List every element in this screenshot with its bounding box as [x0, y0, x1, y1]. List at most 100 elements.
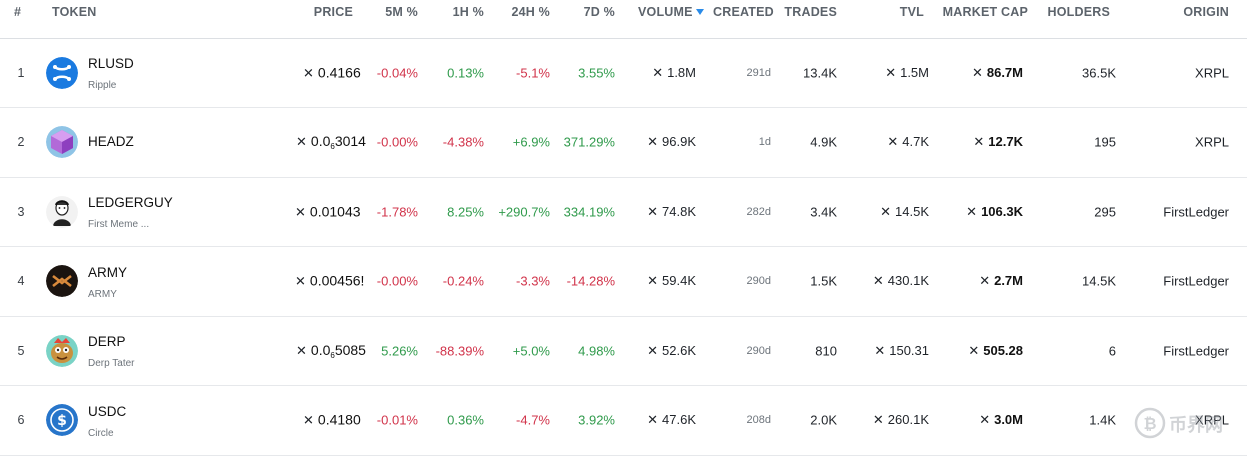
table-row[interactable]: 5 DERP Derp Tater ✕ 0.065085 5.26% -88.39% +5.0…: [0, 316, 1247, 386]
token-subtitle: Ripple: [88, 80, 117, 91]
xrp-x-icon: ✕: [979, 412, 991, 427]
row-rank: 4: [17, 274, 25, 288]
header-holders[interactable]: HOLDERS: [1047, 5, 1110, 19]
army-logo-icon: [46, 265, 78, 297]
header-7d[interactable]: 7D %: [583, 5, 615, 19]
table-row[interactable]: 1 RLUSD Ripple ✕ 0.4166 -0.04% 0.13% -5.1% 3.55%…: [0, 38, 1247, 108]
volume-value: 1.8M: [667, 64, 696, 80]
token-name[interactable]: RLUSD: [88, 56, 134, 71]
token-price: ✕ 0.00456!: [295, 273, 364, 290]
header-24h[interactable]: 24H %: [511, 5, 550, 19]
created-cell: 290d: [746, 344, 771, 357]
xrp-x-icon: ✕: [652, 64, 664, 80]
header-created[interactable]: CREATED: [713, 5, 774, 19]
row-rank: 1: [17, 65, 25, 80]
price-value: 0.4180: [317, 411, 361, 428]
table-header: # TOKEN PRICE 5M % 1H % 24H % 7D % VOLUM…: [0, 0, 1247, 39]
ripple-logo-icon: [46, 56, 78, 89]
xrp-x-icon: ✕: [647, 203, 659, 219]
table-row[interactable]: 3 LEDGERGUY First Meme ... ✕ 0.01043 -1.78% 8.…: [0, 177, 1247, 247]
token-price: ✕ 0.4166: [303, 64, 361, 81]
origin-cell: XRPL: [1195, 412, 1229, 428]
change-d7: 371.29%: [563, 134, 615, 150]
created-cell: 1d: [758, 136, 771, 148]
tvl-cell: ✕ 1.5M: [885, 65, 929, 81]
header-trades[interactable]: TRADES: [784, 5, 837, 19]
tvl-cell: ✕ 150.31: [874, 343, 929, 359]
row-rank: 3: [17, 204, 25, 219]
header-5m[interactable]: 5M %: [385, 5, 418, 19]
row-rank: 6: [17, 413, 25, 427]
change-d7: 334.19%: [563, 204, 615, 219]
market-cap-cell: ✕ 2.7M: [979, 273, 1023, 289]
xrp-x-icon: ✕: [296, 342, 307, 358]
price-value: 0.0: [310, 341, 331, 358]
market-cap-value: 3.0M: [994, 412, 1023, 427]
change-m5: -0.01%: [376, 412, 418, 428]
volume-cell: ✕ 1.8M: [652, 65, 696, 81]
market-cap-value: 505.28: [983, 342, 1023, 358]
xrp-x-icon: ✕: [968, 342, 980, 358]
holders-cell: 195: [1094, 134, 1116, 150]
price-value: 0.00456!: [309, 272, 365, 289]
trades-cell: 4.9K: [810, 134, 837, 150]
header-market-cap[interactable]: MARKET CAP: [942, 5, 1028, 19]
market-cap-cell: ✕ 12.7K: [973, 134, 1023, 150]
tvl-cell: ✕ 14.5K: [880, 204, 929, 220]
table-row[interactable]: 4 ARMY ARMY ✕ 0.00456! -0.00% -0.24% -3.3% -14.2…: [0, 247, 1247, 317]
token-name[interactable]: HEADZ: [88, 133, 134, 149]
holders-cell: 36.5K: [1082, 65, 1116, 80]
tvl-cell: ✕ 4.7K: [887, 134, 929, 150]
header-token[interactable]: TOKEN: [52, 5, 97, 19]
header-origin[interactable]: ORIGIN: [1183, 5, 1229, 19]
tvl-value: 14.5K: [895, 203, 929, 219]
xrp-x-icon: ✕: [647, 134, 659, 149]
market-cap-value: 12.7K: [988, 134, 1023, 149]
market-cap-value: 86.7M: [986, 64, 1023, 80]
token-name[interactable]: ARMY: [88, 264, 128, 280]
token-subtitle: ARMY: [88, 288, 117, 300]
change-m5: -0.00%: [376, 134, 418, 150]
change-h24: +290.7%: [498, 204, 550, 219]
volume-cell: ✕ 52.6K: [647, 343, 696, 359]
price-digits: 3014: [334, 133, 366, 149]
header-volume[interactable]: VOLUME: [638, 5, 704, 19]
market-cap-cell: ✕ 106.3K: [966, 204, 1023, 220]
xrp-x-icon: ✕: [979, 273, 991, 288]
watermark-logo-icon: ₿ 币界网: [1134, 407, 1223, 439]
xrp-x-icon: ✕: [971, 64, 983, 80]
header-price[interactable]: PRICE: [313, 5, 353, 19]
created-cell: 208d: [746, 414, 771, 426]
price-value: 0.4166: [317, 64, 361, 80]
change-h1: -0.24%: [442, 273, 484, 289]
volume-value: 52.6K: [662, 342, 696, 358]
svg-text:₿: ₿: [1143, 414, 1156, 433]
header-tvl[interactable]: TVL: [899, 5, 924, 19]
derp-tater-icon: [46, 334, 78, 367]
header-rank: #: [14, 5, 22, 19]
header-volume-label: VOLUME: [638, 5, 693, 19]
token-name[interactable]: LEDGERGUY: [88, 195, 173, 210]
volume-value: 74.8K: [662, 203, 696, 219]
tvl-value: 1.5M: [900, 64, 929, 80]
change-h1: 0.13%: [447, 65, 484, 80]
table-row[interactable]: 2 HEADZ ✕ 0.063014 -0.00% -4.38% +6.9% 371.29% ✕…: [0, 108, 1247, 178]
origin-cell: FirstLedger: [1163, 343, 1229, 358]
usdc-logo-icon: $: [46, 404, 78, 436]
origin-cell: FirstLedger: [1163, 204, 1229, 219]
tvl-value: 4.7K: [902, 134, 929, 149]
token-name[interactable]: DERP: [88, 334, 126, 349]
token-name[interactable]: USDC: [88, 403, 127, 419]
table-row[interactable]: 6 $ USDC Circle ✕ 0.4180 -0.01% 0.36% -4.7% 3.92%…: [0, 386, 1247, 456]
change-h1: -4.38%: [442, 134, 484, 150]
token-subtitle: Circle: [88, 427, 114, 439]
trades-cell: 13.4K: [803, 65, 837, 80]
price-zero-count: 6: [330, 142, 335, 151]
row-rank: 2: [17, 135, 25, 149]
watermark-text: 币界网: [1169, 415, 1223, 436]
xrp-x-icon: ✕: [885, 64, 897, 80]
xrp-x-icon: ✕: [296, 134, 307, 149]
market-cap-cell: ✕ 86.7M: [972, 65, 1023, 81]
header-1h[interactable]: 1H %: [452, 5, 484, 19]
change-h24: +5.0%: [512, 343, 550, 358]
